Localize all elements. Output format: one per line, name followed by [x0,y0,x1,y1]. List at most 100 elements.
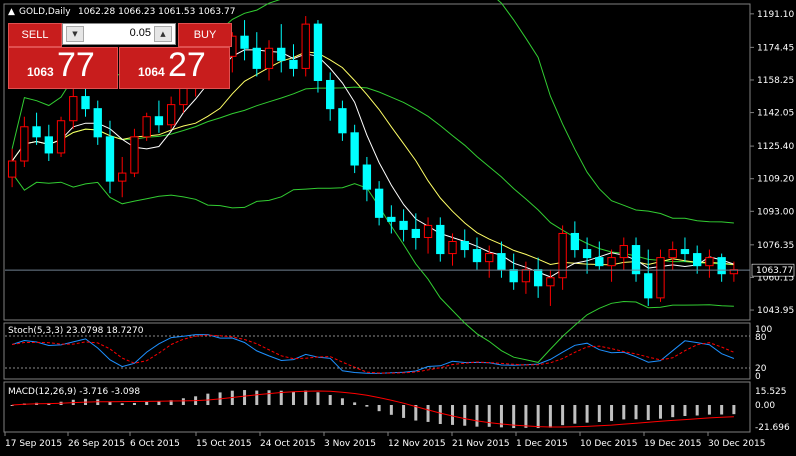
macd-title: MACD(12,26,9) -3.716 -3.098 [8,387,140,397]
candle-body [313,23,323,81]
current-price-tag [751,263,795,277]
stoch-scale-0: 0 [755,372,761,382]
macd-bar [646,405,650,421]
candle-body [301,23,310,69]
candle-body [570,232,580,251]
candle-body [631,245,641,275]
one-click-trade-panel: SELL ▼ 0.05 ▲ BUY 1063 77 1064 27 [8,23,232,89]
macd-bar [683,405,687,416]
lot-decrease-icon[interactable]: ▼ [66,26,84,42]
macd-scale-bottom: -21.696 [755,423,790,433]
price-axis-label: 1142.05 [757,109,794,119]
sell-price-pips: 77 [57,46,95,84]
macd-bar [169,400,173,405]
stoch-signal-line [12,334,735,374]
macd-bar [243,390,247,405]
lot-increase-icon[interactable]: ▲ [154,26,172,42]
time-axis-label: 12 Nov 2015 [388,439,446,449]
macd-bar [707,405,711,415]
macd-scale-zero: 0.00 [755,401,775,411]
current-price-label: 1063.77 [756,266,793,276]
macd-bar [145,401,149,405]
candle-body [485,253,494,263]
candle-body [326,79,335,110]
sell-button[interactable]: SELL [8,23,62,47]
macd-bar [695,405,699,416]
macd-bar [279,390,283,405]
candle-body [644,273,653,299]
price-axis: 1191.10 1174.45 1158.25 1142.05 1125.40 1109.… [750,10,794,316]
candle-body [509,269,518,283]
candle-body [277,47,286,61]
buy-price-prefix: 1064 [138,65,165,79]
stoch-lines [11,334,735,374]
macd-bar [524,405,528,428]
macd-bar [157,401,161,405]
candle-body [693,253,702,267]
buy-button[interactable]: BUY [178,23,232,47]
candle-body [142,116,151,138]
sell-price-button[interactable]: 1063 77 [8,46,118,89]
macd-bar [132,402,136,405]
candle-body [56,120,66,154]
macd-bar [536,405,540,429]
candle-body [423,224,433,238]
candle-body [69,96,78,122]
time-axis-label: 21 Nov 2015 [452,439,510,449]
macd-bar [120,403,124,405]
macd-bar [634,405,638,420]
candle-body [20,126,29,162]
candle-body [619,245,628,259]
macd-bar [732,405,736,415]
macd-bar [671,405,675,418]
macd-bar [438,405,442,425]
time-axis-label: 6 Oct 2015 [130,439,180,449]
buy-price-button[interactable]: 1064 27 [119,46,230,89]
time-axis-label: 15 Oct 2015 [196,439,252,449]
macd-bar [499,405,503,428]
candle-body [350,132,359,166]
macd-histogram [10,390,736,429]
candlesticks [7,16,739,306]
candle-body [81,96,90,110]
time-axis-label: 26 Sep 2015 [68,439,125,449]
time-axis-label: 30 Dec 2015 [708,439,766,449]
time-axis-label: 1 Dec 2015 [516,439,568,449]
time-axis-label: 24 Oct 2015 [260,439,316,449]
stoch-scale-80: 80 [755,333,767,343]
macd-bar [622,405,626,420]
candle-body [118,172,127,182]
candle-body [521,269,531,283]
candle-body [105,136,115,182]
macd-bar [475,405,479,427]
stoch-panel-frame [3,322,751,380]
candle-body [93,108,102,138]
macd-bar [340,398,344,405]
lot-size-value[interactable]: 0.05 [129,27,151,39]
lot-size-input[interactable]: ▼ 0.05 ▲ [62,23,176,45]
macd-bar [487,405,491,427]
candle-body [240,35,249,49]
ohlc-readout: 1062.28 1066.23 1061.53 1063.77 [78,7,235,17]
candle-body [656,257,665,299]
candle-body [546,277,555,287]
candle-body [533,269,543,287]
candle-body [44,136,53,154]
candle-body [680,249,690,255]
candle-body [399,220,408,230]
price-axis-label: 1158.25 [757,76,794,86]
stoch-scale-20: 20 [755,364,767,374]
candle-body [362,164,372,190]
macd-bar [402,405,406,418]
price-axis-label: 1060.15 [757,273,794,283]
macd-bar [658,405,662,419]
time-axis-label: 3 Nov 2015 [324,439,376,449]
time-axis-label: 17 Sep 2015 [5,439,62,449]
candle-body [32,126,41,138]
candle-body [497,253,506,271]
price-axis-label: 1125.40 [757,142,794,152]
macd-bar [451,405,455,425]
candle-body [607,257,616,267]
candle-body [582,249,592,259]
